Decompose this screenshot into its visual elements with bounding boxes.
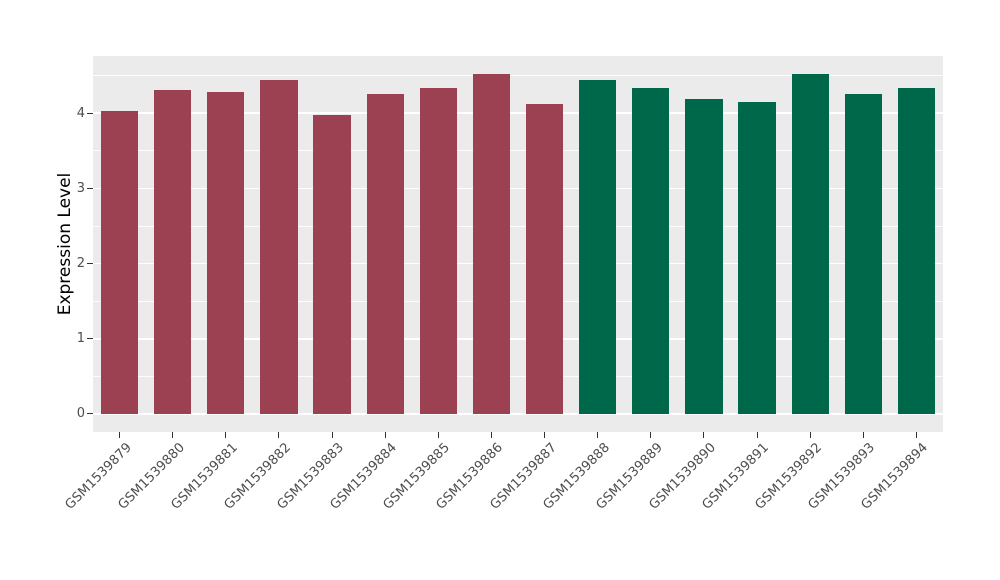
x-tick-mark bbox=[278, 432, 280, 438]
x-tick-mark bbox=[544, 432, 546, 438]
x-tick-mark bbox=[172, 432, 174, 438]
y-tick-label: 2 bbox=[76, 256, 85, 272]
bar bbox=[525, 104, 564, 414]
gridline-minor bbox=[93, 150, 943, 152]
bar bbox=[366, 93, 404, 414]
gridline-minor bbox=[93, 375, 943, 377]
bar bbox=[897, 87, 936, 414]
x-tick-mark bbox=[915, 432, 917, 438]
x-tick-mark bbox=[650, 432, 652, 438]
x-tick-mark bbox=[703, 432, 705, 438]
bar bbox=[260, 80, 298, 414]
y-tick-label: 4 bbox=[76, 105, 85, 121]
x-tick-mark bbox=[437, 432, 439, 438]
y-tick-label: 1 bbox=[76, 331, 85, 347]
x-tick-mark bbox=[119, 432, 121, 438]
y-tick-label: 0 bbox=[76, 406, 85, 422]
gridline-major bbox=[93, 338, 943, 340]
x-tick-mark bbox=[862, 432, 864, 438]
gridline-minor bbox=[93, 75, 943, 76]
gridline-major bbox=[93, 112, 943, 114]
x-tick-mark bbox=[225, 432, 227, 438]
gridline-minor bbox=[93, 225, 943, 227]
bar bbox=[738, 101, 776, 414]
bar bbox=[472, 74, 511, 414]
bar bbox=[632, 87, 670, 414]
y-tick-mark bbox=[87, 413, 93, 415]
y-tick-label: 3 bbox=[76, 180, 85, 196]
x-tick-mark bbox=[756, 432, 758, 438]
bar bbox=[100, 110, 139, 414]
y-tick-mark bbox=[87, 338, 93, 340]
y-tick-mark bbox=[87, 263, 93, 265]
plot-panel bbox=[93, 56, 943, 432]
y-tick-mark bbox=[87, 112, 93, 114]
bar bbox=[791, 74, 829, 414]
bar bbox=[579, 80, 617, 414]
gridline-major bbox=[93, 262, 943, 265]
x-tick-mark bbox=[809, 432, 811, 438]
x-tick-mark bbox=[331, 432, 333, 438]
bar bbox=[154, 89, 192, 414]
x-tick-mark bbox=[490, 432, 492, 438]
bar bbox=[685, 98, 723, 414]
bar bbox=[207, 92, 245, 414]
bar bbox=[419, 87, 457, 414]
gridline-major bbox=[93, 413, 943, 415]
y-tick-mark bbox=[87, 187, 93, 189]
x-tick-mark bbox=[597, 432, 599, 438]
bar bbox=[313, 115, 351, 414]
gridline-minor bbox=[93, 300, 943, 302]
x-tick-mark bbox=[384, 432, 386, 438]
gridline-major bbox=[93, 187, 943, 190]
bar bbox=[844, 94, 882, 414]
